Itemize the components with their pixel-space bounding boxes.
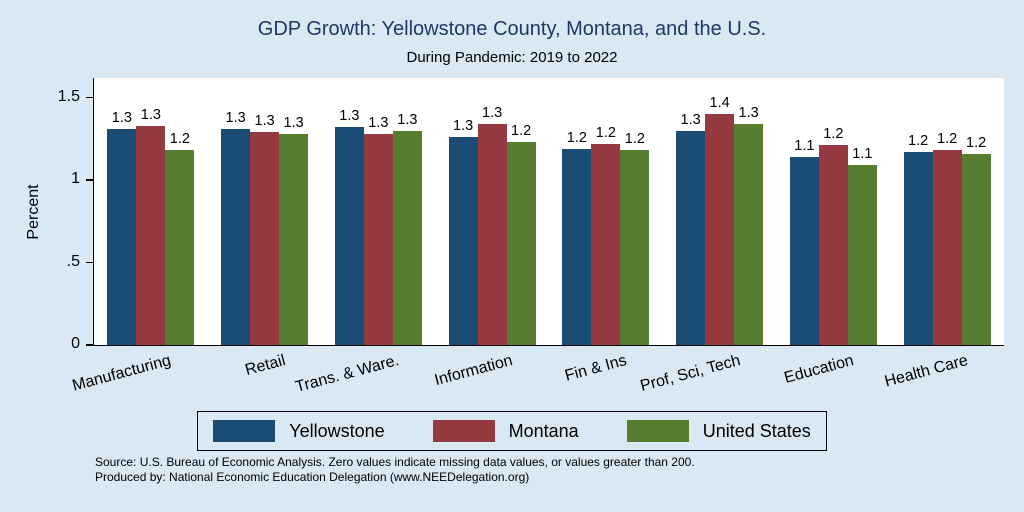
bar — [932, 150, 962, 345]
x-axis-tick-label: Health Care — [882, 352, 970, 391]
legend-item-yellowstone: Yellowstone — [213, 420, 385, 442]
bar — [165, 150, 195, 345]
x-axis-tick-label: Trans. & Ware. — [293, 352, 401, 396]
legend-label: Montana — [508, 420, 579, 441]
bar — [279, 133, 309, 345]
bar-value-label: 1.3 — [339, 108, 360, 125]
y-axis-tick-label: 1 — [71, 170, 80, 187]
plot-area: 1.3 1.3 1.2 1.3 1.3 1.3 1.3 1.3 1.3 1.3 1.3 1.2 1.2 1… — [93, 78, 1004, 346]
bar — [392, 130, 422, 345]
bar — [620, 150, 650, 345]
bar-value-label: 1.3 — [397, 111, 418, 128]
legend-swatch-united-states — [626, 420, 689, 442]
x-axis-tick-label: Prof, Sci, Tech — [638, 352, 743, 396]
legend-swatch-yellowstone — [213, 420, 276, 442]
bar-value-label: 1.3 — [225, 109, 246, 126]
legend-label: United States — [702, 420, 811, 441]
bar-value-label: 1.2 — [823, 126, 844, 143]
bar — [334, 127, 364, 345]
bar-value-label: 1.3 — [482, 104, 503, 121]
bar — [477, 123, 507, 345]
bar — [961, 153, 991, 345]
bar — [506, 142, 536, 345]
x-axis-tick-label: Education — [782, 352, 856, 387]
bar — [562, 148, 592, 345]
source-line: Source: U.S. Bureau of Economic Analysis… — [95, 455, 695, 469]
chart-subtitle: During Pandemic: 2019 to 2022 — [406, 49, 618, 66]
y-axis-title: Percent — [25, 184, 42, 240]
bar-value-label: 1.2 — [624, 131, 645, 148]
bar-value-label: 1.3 — [738, 104, 759, 121]
legend: Yellowstone Montana United States — [197, 411, 827, 451]
bar-value-label: 1.2 — [511, 123, 532, 140]
bar — [676, 130, 706, 345]
bar-value-label: 1.3 — [283, 114, 304, 131]
bar — [107, 128, 137, 345]
bar-value-label: 1.3 — [680, 111, 701, 128]
y-axis-tick-label: .5 — [66, 252, 80, 270]
legend-item-montana: Montana — [432, 420, 579, 442]
bar-value-label: 1.3 — [453, 118, 474, 135]
bar — [903, 151, 933, 345]
chart-title: GDP Growth: Yellowstone County, Montana,… — [257, 18, 767, 40]
bar-value-label: 1.4 — [709, 95, 730, 111]
bar-value-label: 1.3 — [140, 106, 161, 123]
y-axis-tick-mark — [86, 344, 93, 346]
bar-value-label: 1.2 — [908, 132, 929, 149]
y-axis-tick-label: 0 — [71, 335, 80, 352]
bar — [363, 133, 393, 345]
bar — [448, 137, 478, 345]
y-axis-tick-mark — [86, 96, 93, 99]
legend-swatch-montana — [432, 420, 495, 442]
bar-value-label: 1.2 — [595, 124, 616, 141]
y-axis-tick-label: 1.5 — [57, 87, 80, 105]
legend-label: Yellowstone — [289, 420, 385, 441]
bar — [789, 156, 819, 345]
bar-value-label: 1.1 — [852, 146, 873, 163]
x-axis-tick-label: Manufacturing — [70, 352, 174, 395]
bar-value-label: 1.3 — [368, 114, 389, 131]
bar-value-label: 1.3 — [111, 109, 132, 126]
y-axis-tick-mark — [86, 261, 93, 264]
x-axis-tick-label: Retail — [243, 352, 288, 380]
bar — [221, 128, 251, 345]
x-axis-tick-label: Fin & Ins — [562, 352, 629, 385]
bar-value-label: 1.3 — [254, 113, 275, 130]
y-axis-tick-mark — [86, 179, 93, 181]
bar-value-label: 1.2 — [566, 129, 587, 146]
bar-value-label: 1.2 — [937, 131, 958, 148]
produced-by-line: Produced by: National Economic Education… — [95, 469, 530, 484]
bar — [847, 165, 877, 345]
bar — [250, 132, 280, 345]
bar — [705, 114, 735, 345]
bar-value-label: 1.2 — [966, 134, 987, 151]
bar-value-label: 1.1 — [794, 137, 815, 154]
source-notes: Source: U.S. Bureau of Economic Analysis… — [95, 455, 695, 484]
bar — [591, 143, 621, 345]
x-axis-tick-label: Information — [432, 352, 515, 390]
bar-value-label: 1.2 — [169, 131, 190, 148]
bar — [734, 123, 764, 345]
bar — [818, 145, 848, 345]
bar — [136, 125, 166, 345]
legend-item-united-states: United States — [626, 420, 811, 442]
